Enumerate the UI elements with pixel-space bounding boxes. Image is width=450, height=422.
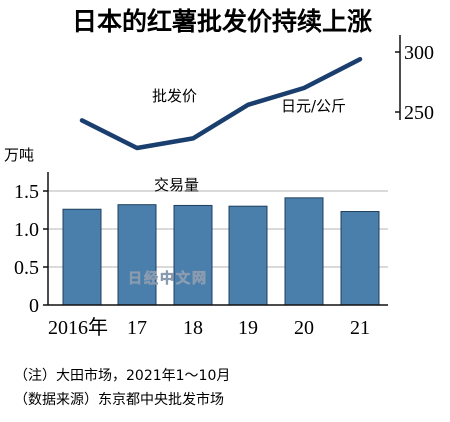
volume-bar [228,205,268,306]
price-unit-label: 日元/公斤 [281,97,346,115]
volume-series-label: 交易量 [154,176,199,194]
x-tick-label: 18 [183,317,203,339]
volume-bar [173,204,213,306]
chart-title: 日本的红薯批发价持续上涨 [72,7,372,36]
volume-tick-label: 0 [29,295,39,317]
x-tick-label: 21 [350,317,370,339]
x-tick-label: 17 [127,317,147,339]
x-tick-label: 19 [238,317,258,339]
price-line-chart: 300 250 批发价 日元/公斤 [79,35,434,151]
volume-bar-chart: 万吨 1.5 1.0 0.5 0 2016年 17 18 19 20 21 交易量 [4,146,388,339]
volume-bar [284,197,324,306]
x-tick-label: 2016年 [48,316,108,339]
volume-tick-label: 1.0 [14,219,39,241]
price-series-line [79,56,363,151]
volume-bar [62,208,102,306]
note-scope: （注）大田市场，2021年1～10月 [14,367,230,384]
volume-tick-label: 0.5 [14,257,39,279]
volume-bar [340,211,380,306]
price-tick-label: 250 [404,102,434,124]
note-source: （数据来源）东京都中央批发市场 [14,391,224,408]
volume-bar [117,204,157,306]
price-series-label: 批发价 [152,87,197,105]
price-tick-label: 300 [404,42,434,64]
volume-tick-label: 1.5 [14,181,39,203]
watermark: 日经中文网 [128,270,208,287]
x-tick-label: 20 [294,317,314,339]
volume-unit-label: 万吨 [4,146,34,164]
